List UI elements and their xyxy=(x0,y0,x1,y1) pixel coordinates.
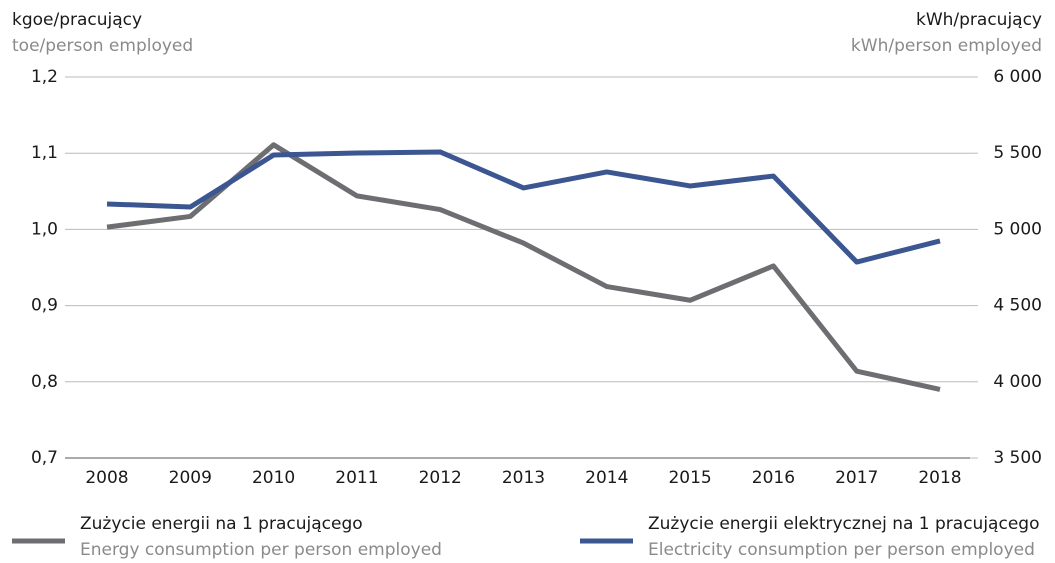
y-tick-label: 0,8 xyxy=(31,372,58,392)
legend-label-en: Energy consumption per person employed xyxy=(80,540,442,560)
x-tick-label: 2012 xyxy=(419,468,462,488)
x-tick-label: 2009 xyxy=(169,468,212,488)
x-tick-label: 2016 xyxy=(752,468,795,488)
y-axis-label: kgoe/pracujący xyxy=(12,10,142,30)
y-tick-label: 0,9 xyxy=(31,296,58,316)
y2-tick-label: 4 500 xyxy=(993,296,1042,316)
series-line xyxy=(106,149,941,265)
y-tick-label: 0,7 xyxy=(31,448,58,468)
series-line xyxy=(106,142,941,392)
x-tick-label: 2015 xyxy=(668,468,711,488)
x-tick-label: 2008 xyxy=(85,468,128,488)
legend-label: Zużycie energii na 1 pracującego xyxy=(80,514,363,534)
y2-tick-label: 4 000 xyxy=(993,372,1042,392)
y2-axis-label: kWh/pracujący xyxy=(916,10,1042,30)
y-axis-label-en: toe/person employed xyxy=(12,36,193,56)
y-tick-label: 1,2 xyxy=(31,67,58,87)
x-tick-label: 2018 xyxy=(918,468,961,488)
y2-tick-label: 6 000 xyxy=(993,67,1042,87)
x-tick-label: 2011 xyxy=(335,468,378,488)
x-tick-label: 2013 xyxy=(502,468,545,488)
x-tick-label: 2014 xyxy=(585,468,628,488)
y-tick-label: 1,1 xyxy=(31,143,58,163)
legend-label: Zużycie energii elektrycznej na 1 pracuj… xyxy=(648,514,1039,534)
y2-axis-label-en: kWh/person employed xyxy=(851,36,1042,56)
x-tick-label: 2010 xyxy=(252,468,295,488)
x-tick-label: 2017 xyxy=(835,468,878,488)
y-tick-label: 1,0 xyxy=(31,219,58,239)
y2-tick-label: 3 500 xyxy=(993,448,1042,468)
legend-label-en: Electricity consumption per person emplo… xyxy=(648,540,1035,560)
y2-tick-label: 5 000 xyxy=(993,219,1042,239)
y2-tick-label: 5 500 xyxy=(993,143,1042,163)
